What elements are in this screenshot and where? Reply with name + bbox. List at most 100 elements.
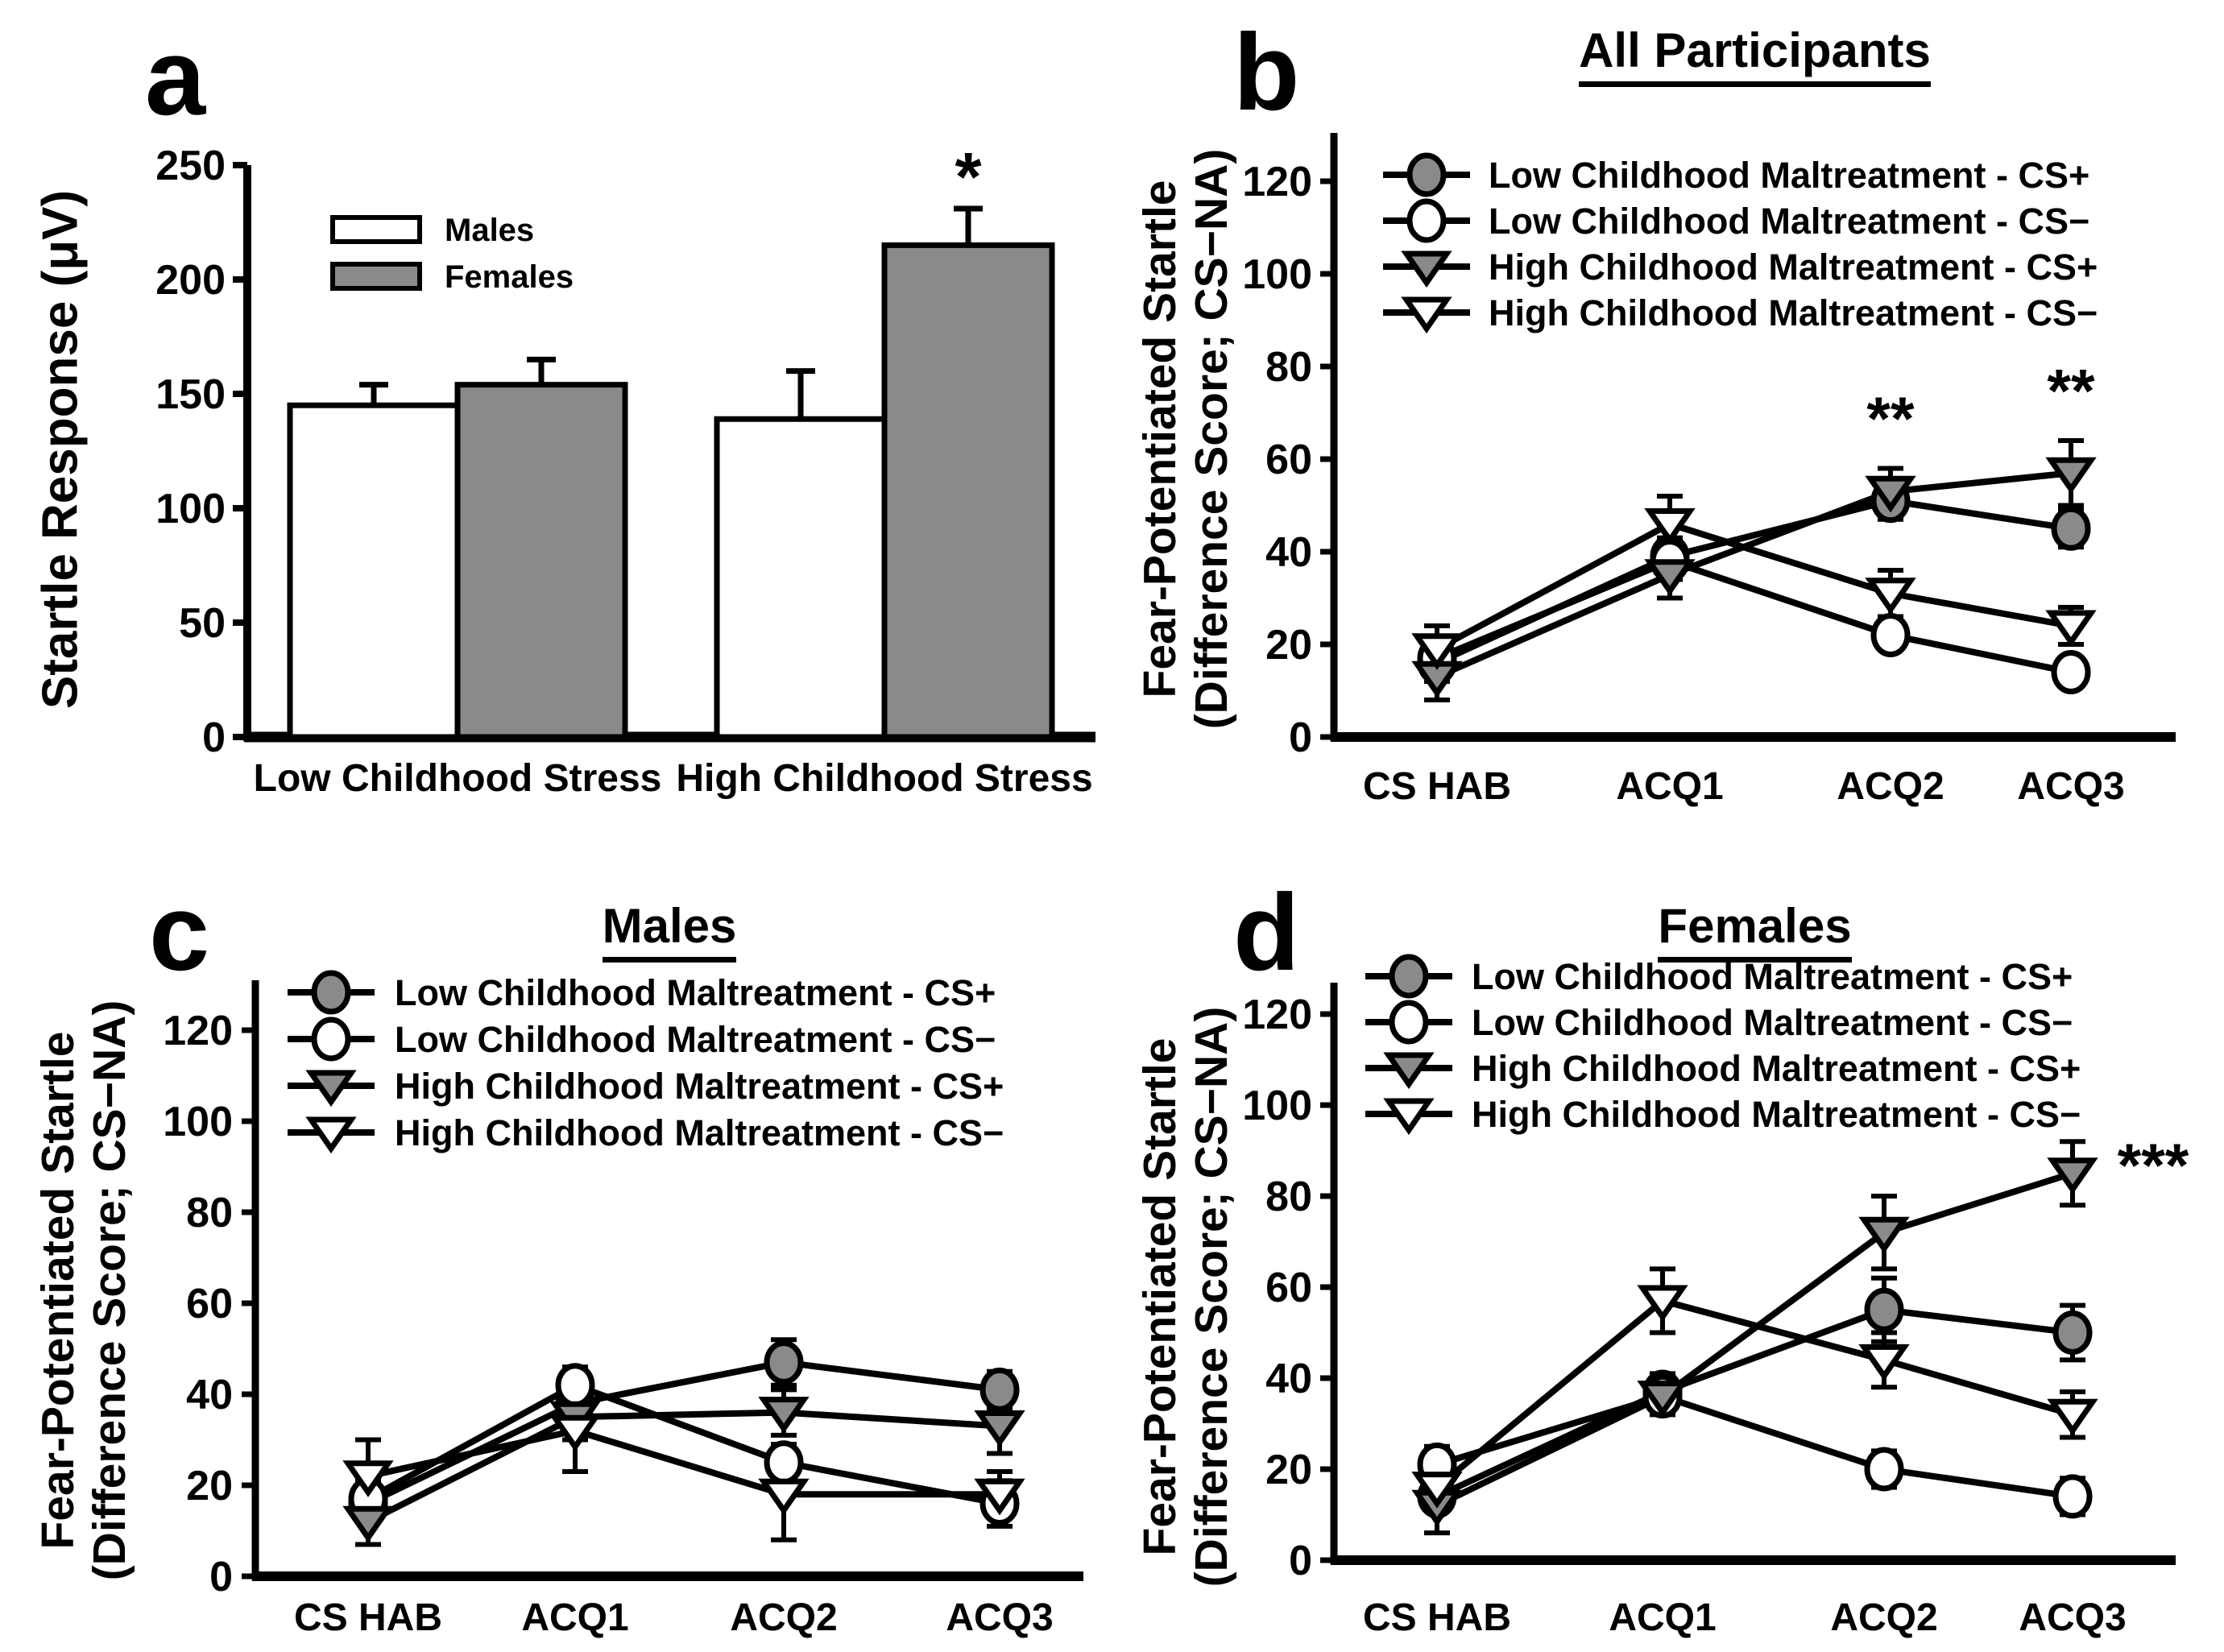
significance-asterisk: ** <box>2047 358 2095 426</box>
panel-b: b All Participants Fear-Potentiated Star… <box>1112 0 2224 822</box>
legend-marker <box>1401 296 1452 334</box>
data-point-marker <box>1865 475 1916 513</box>
legend-label: Low Childhood Maltreatment - CS+ <box>395 972 996 1013</box>
data-point-marker <box>1644 508 1696 545</box>
x-category-label: ACQ2 <box>1837 765 1944 808</box>
y-tick-label: 20 <box>186 1463 233 1509</box>
series-line <box>367 1427 1000 1498</box>
legend-label: Males <box>445 213 534 248</box>
x-category-label: ACQ2 <box>1830 1596 1937 1639</box>
panel-d-title: Females <box>1334 898 2176 963</box>
y-tick-label: 60 <box>1265 437 1312 483</box>
data-point-marker <box>549 1414 601 1452</box>
x-category-label: ACQ1 <box>1609 1596 1716 1639</box>
y-tick-label: 100 <box>163 1099 233 1145</box>
legend-label: High Childhood Maltreatment - CS+ <box>1472 1048 2081 1089</box>
y-tick-label: 120 <box>163 1008 233 1054</box>
x-category-label: ACQ1 <box>1616 765 1723 808</box>
significance-asterisk: ** <box>1866 385 1915 453</box>
legend-marker <box>1383 1052 1435 1090</box>
y-tick-label: 100 <box>1242 1083 1312 1129</box>
panel-c-letter: c <box>149 872 210 993</box>
y-tick-label: 120 <box>1242 992 1312 1038</box>
bar <box>881 242 1055 740</box>
series-line <box>1435 1393 2073 1500</box>
significance-asterisk: *** <box>2118 1132 2189 1200</box>
x-category-label: CS HAB <box>294 1596 442 1639</box>
legend-swatch <box>330 215 422 244</box>
panel-d-letter: d <box>1233 872 1300 993</box>
data-point-marker <box>1637 1381 1688 1418</box>
panel-d: d Females Fear-Potentiated Startle (Diff… <box>1112 822 2224 1652</box>
y-tick-label: 100 <box>1242 251 1312 298</box>
y-tick-label: 20 <box>1265 622 1312 669</box>
panel-b-line-chart: 0 20 40 60 80 100 120 CS HAB ACQ1 ACQ2 ACQ3 Low Chi… <box>1242 133 2176 808</box>
data-point-marker <box>342 1460 394 1497</box>
data-point-marker <box>758 1397 810 1434</box>
data-point-marker <box>758 1478 810 1516</box>
x-category-label: ACQ3 <box>2019 1596 2126 1639</box>
panel-d-line-chart: 0 20 40 60 80 100 120 CS HAB ACQ1 ACQ2 ACQ3 Low Chi… <box>1242 954 2189 1639</box>
legend-label: High Childhood Maltreatment - CS+ <box>1489 246 2098 288</box>
x-category-label: ACQ3 <box>946 1596 1053 1639</box>
legend-label: High Childhood Maltreatment - CS− <box>1489 292 2098 333</box>
y-tick-label: 100 <box>155 486 226 532</box>
y-tick-label: 80 <box>1265 1174 1312 1220</box>
legend-label: Low Childhood Maltreatment - CS− <box>1472 1002 2073 1043</box>
y-tick-label: 50 <box>179 600 226 647</box>
y-tick-label: 200 <box>155 257 226 304</box>
x-category-label: CS HAB <box>1363 765 1511 808</box>
legend-label: High Childhood Maltreatment - CS− <box>1472 1094 2081 1135</box>
legend-label: High Childhood Maltreatment - CS+ <box>395 1066 1004 1107</box>
legend-marker <box>1406 198 1447 243</box>
series-line <box>367 1381 1000 1507</box>
legend-label: Low Childhood Maltreatment - CS+ <box>1489 155 2089 196</box>
x-category-label: CS HAB <box>1363 1596 1511 1639</box>
panel-c-line-chart: 0 20 40 60 80 100 120 CS HAB ACQ1 ACQ2 ACQ3 Low Chi… <box>163 970 1083 1639</box>
bar <box>714 416 888 740</box>
y-tick-label: 250 <box>155 143 226 189</box>
legend-marker <box>311 970 351 1015</box>
legend-label: Low Childhood Maltreatment - CS+ <box>1472 956 2073 997</box>
series-line <box>1435 557 2072 676</box>
data-point-marker <box>1864 1287 1904 1332</box>
x-category-label: High Childhood Stress <box>676 757 1092 800</box>
y-tick-label: 120 <box>1242 159 1312 205</box>
y-tick-label: 20 <box>1265 1447 1312 1493</box>
data-point-marker <box>2051 650 2091 694</box>
data-point-marker <box>2051 506 2091 551</box>
legend-marker <box>305 1116 357 1154</box>
legend-label: Females <box>445 259 574 295</box>
legend-marker <box>1383 1098 1435 1136</box>
series-line <box>1435 1170 2074 1509</box>
panel-a-bar-chart: 0 50 100 150 200 250 Low Childhood Stress High … <box>155 139 1095 800</box>
legend-marker <box>305 1070 357 1108</box>
legend-marker <box>1406 152 1447 197</box>
y-tick-label: 40 <box>1265 1356 1312 1402</box>
x-category-label: ACQ2 <box>730 1596 837 1639</box>
legend-label: High Childhood Maltreatment - CS− <box>395 1112 1004 1153</box>
data-point-marker <box>1637 1285 1688 1323</box>
panel-a-letter: a <box>145 16 206 138</box>
y-tick-label: 150 <box>155 371 226 418</box>
data-point-marker <box>764 1339 804 1385</box>
y-tick-label: 60 <box>186 1281 233 1327</box>
legend-marker <box>1401 250 1452 288</box>
x-category-label: ACQ1 <box>521 1596 628 1639</box>
panel-c-title: Males <box>255 898 1083 963</box>
legend-label: Low Childhood Maltreatment - CS− <box>395 1019 996 1060</box>
legend-marker <box>311 1016 351 1062</box>
data-point-marker <box>2047 1157 2098 1194</box>
data-point-marker <box>1858 1344 1910 1381</box>
y-tick-label: 40 <box>1265 529 1312 576</box>
legend-marker <box>1389 954 1429 999</box>
data-point-marker <box>2045 610 2097 648</box>
y-tick-label: 80 <box>1265 344 1312 391</box>
significance-asterisk: * <box>955 139 981 216</box>
data-point-marker <box>974 1478 1025 1516</box>
y-tick-label: 0 <box>1289 1538 1312 1584</box>
legend-label: Low Childhood Maltreatment - CS− <box>1489 201 2089 242</box>
data-point-marker <box>1644 559 1696 596</box>
legend-marker <box>1389 1000 1429 1045</box>
